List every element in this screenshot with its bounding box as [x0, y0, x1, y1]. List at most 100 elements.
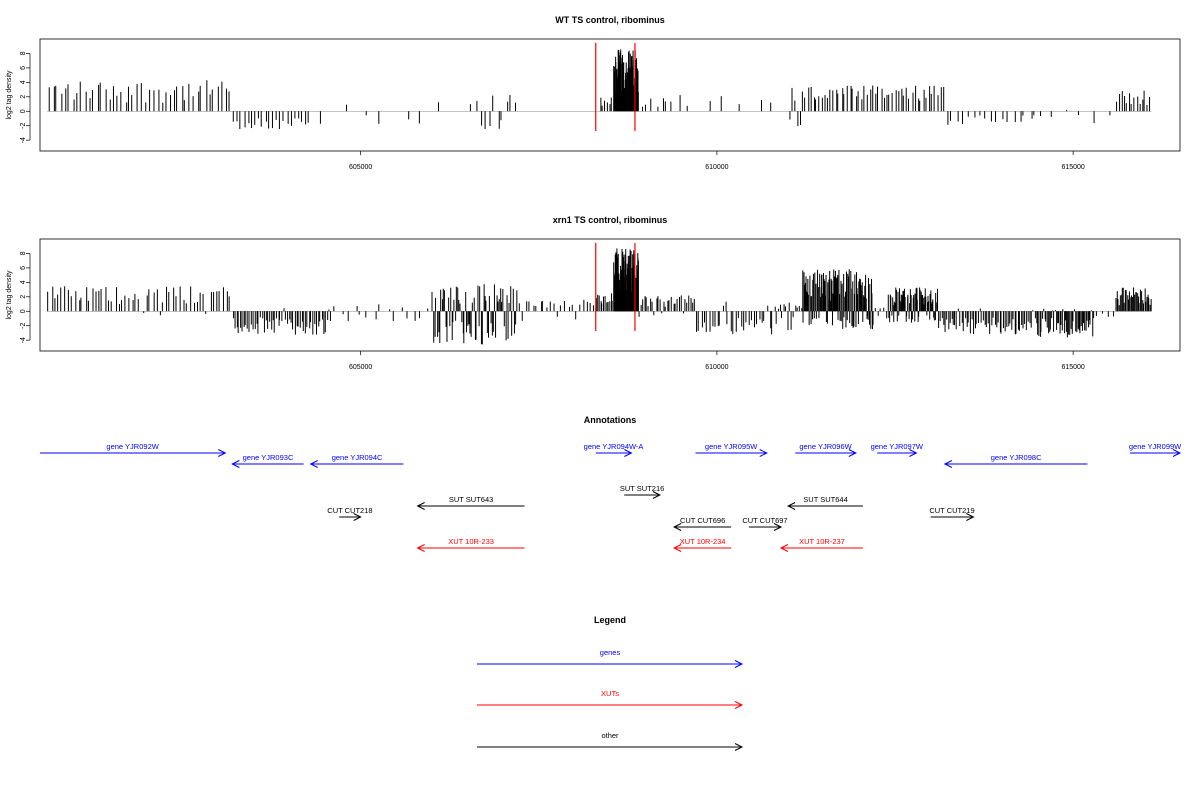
annotation-arrow-head — [231, 460, 240, 468]
annotation-arrow-head — [673, 544, 682, 552]
annotation-feature: CUT CUT219 — [929, 506, 975, 521]
annotation-arrow-head — [759, 449, 768, 457]
annotation-feature: gene YJR097W — [871, 442, 924, 457]
xrn1-y-axis: -4 -2 0 2 4 6 8 — [20, 251, 31, 343]
annotation-feature: CUT CUT696 — [673, 516, 732, 531]
legend-label: other — [601, 731, 619, 740]
wt-marker-lines — [595, 43, 636, 131]
annotation-arrow-head — [624, 449, 633, 457]
annotation-feature: CUT CUT218 — [327, 506, 373, 521]
annotation-label: gene YJR094C — [332, 453, 383, 462]
annotation-label: SUT SUT216 — [620, 484, 664, 493]
annotation-feature: gene YJR092W — [40, 442, 227, 457]
wt-y-tick-label: 4 — [20, 80, 27, 84]
annotation-label: CUT CUT218 — [327, 506, 372, 515]
annotation-label: SUT SUT644 — [803, 495, 847, 504]
annotations-title: Annotations — [584, 415, 637, 425]
annotation-label: gene YJR096W — [799, 442, 852, 451]
xrn1-x-axis: 605000 610000 615000 — [349, 351, 1085, 371]
annotation-label: CUT CUT697 — [742, 516, 787, 525]
annotation-feature: gene YJR093C — [231, 453, 304, 468]
xrn1-plot-frame — [39, 238, 1181, 352]
xrn1-y-tick-label: 2 — [20, 295, 27, 299]
xrn1-x-tick-label: 615000 — [1061, 364, 1084, 371]
xrn1-y-tick-label: -2 — [20, 322, 27, 328]
annotation-label: XUT 10R-234 — [680, 537, 726, 546]
legend-item: genes — [477, 648, 744, 668]
xrn1-marker-lines — [595, 243, 636, 331]
annotation-feature: XUT 10R-237 — [779, 537, 863, 552]
annotation-label: XUT 10R-233 — [448, 537, 494, 546]
annotation-feature: gene YJR094W-A — [584, 442, 644, 457]
annotation-label: gene YJR093C — [243, 453, 294, 462]
wt-y-tick-label: 6 — [20, 66, 27, 70]
legend-item: other — [477, 731, 744, 751]
annotation-label: gene YJR098C — [991, 453, 1042, 462]
wt-plot-frame — [39, 38, 1181, 152]
wt-bars — [47, 49, 1152, 130]
annotation-feature: XUT 10R-233 — [416, 537, 525, 552]
annotation-arrow-head — [848, 449, 857, 457]
annotation-feature: SUT SUT643 — [416, 495, 525, 510]
legend-item: XUTs — [477, 689, 744, 709]
annotation-arrow-head — [779, 544, 789, 552]
annotation-arrow-head — [353, 513, 362, 521]
wt-panel-title: WT TS control, ribominus — [555, 15, 665, 25]
xrn1-y-tick-label: 8 — [20, 251, 27, 255]
annotation-features: gene YJR092W gene YJR093C gene YJR094C gene… — [40, 442, 1182, 552]
annotation-feature: SUT SUT644 — [787, 495, 863, 510]
wt-x-tick-label: 605000 — [349, 164, 372, 171]
xrn1-bars — [47, 248, 1152, 345]
wt-y-tick-label: 2 — [20, 95, 27, 99]
xrn1-panel-title: xrn1 TS control, ribominus — [553, 215, 668, 225]
xrn1-coverage-panel: xrn1 TS control, ribominus log2 tag dens… — [6, 215, 1181, 371]
annotation-arrow-head — [909, 449, 918, 457]
annotation-feature: gene YJR099W — [1129, 442, 1182, 457]
legend-arrow-head — [734, 701, 744, 709]
annotation-label: CUT CUT219 — [929, 506, 974, 515]
wt-coverage-panel: WT TS control, ribominus log2 tag densit… — [6, 15, 1181, 171]
wt-x-tick-label: 615000 — [1061, 164, 1084, 171]
xrn1-y-tick-label: 0 — [20, 309, 27, 313]
annotation-feature: gene YJR098C — [943, 453, 1088, 468]
wt-y-tick-label: -4 — [20, 137, 27, 143]
legend-label: genes — [600, 648, 621, 657]
xrn1-y-tick-label: 6 — [20, 266, 27, 270]
legend-arrow-head — [734, 660, 744, 668]
wt-y-axis-label: log2 tag density — [6, 70, 13, 120]
annotation-arrow-head — [943, 460, 953, 468]
annotation-arrow-head — [218, 449, 227, 457]
annotation-arrow-head — [1172, 449, 1182, 457]
annotation-label: gene YJR097W — [871, 442, 924, 451]
wt-y-tick-label: 8 — [20, 51, 27, 55]
annotation-feature: gene YJR094C — [309, 453, 404, 468]
legend-arrow-head — [734, 743, 744, 751]
annotation-feature: XUT 10R-234 — [673, 537, 732, 552]
annotation-arrow-head — [966, 513, 975, 521]
legend-label: XUTs — [601, 689, 619, 698]
legend-title: Legend — [594, 615, 626, 625]
wt-y-tick-label: 0 — [20, 109, 27, 113]
annotation-label: gene YJR092W — [106, 442, 159, 451]
annotation-arrow-head — [652, 491, 661, 499]
annotation-arrow-head — [309, 460, 318, 468]
annotation-label: gene YJR094W-A — [584, 442, 644, 451]
annotation-arrow-head — [773, 523, 783, 531]
annotation-feature: SUT SUT216 — [620, 484, 664, 499]
wt-x-tick-label: 610000 — [705, 164, 728, 171]
xrn1-y-axis-label: log2 tag density — [6, 270, 13, 320]
annotation-arrow-head — [416, 502, 425, 510]
xrn1-y-tick-label: 4 — [20, 280, 27, 284]
wt-x-axis: 605000 610000 615000 — [349, 151, 1085, 171]
xrn1-x-tick-label: 610000 — [705, 364, 728, 371]
annotation-feature: gene YJR095W — [695, 442, 768, 457]
annotation-arrow-head — [416, 544, 425, 552]
legend-panel: Legend genes XUTs other — [477, 615, 744, 751]
annotation-label: gene YJR095W — [705, 442, 758, 451]
wt-y-tick-label: -2 — [20, 122, 27, 128]
annotation-feature: CUT CUT697 — [742, 516, 788, 531]
legend-items: genes XUTs other — [477, 648, 744, 751]
wt-y-axis: -4 -2 0 2 4 6 8 — [20, 51, 31, 143]
